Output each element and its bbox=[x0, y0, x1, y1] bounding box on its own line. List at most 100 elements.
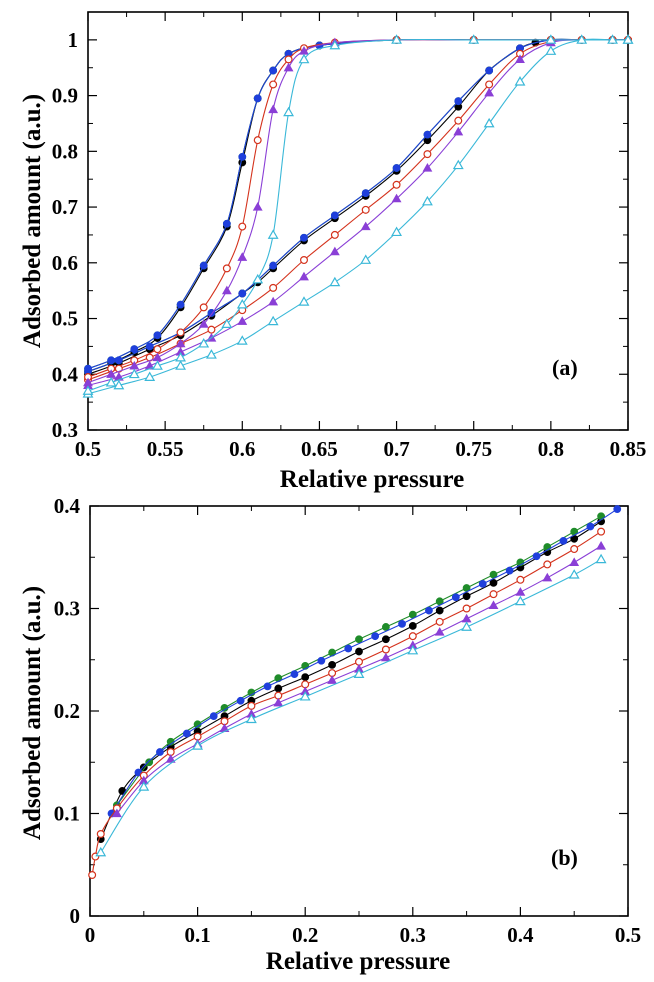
panel-b-series-6-point bbox=[568, 569, 580, 579]
panel-a-series-5-point bbox=[252, 202, 263, 211]
panel-b-series-4-data-line bbox=[91, 531, 602, 876]
panel-b-series-4-point bbox=[489, 590, 498, 599]
panel-a-series-5-point bbox=[152, 352, 163, 362]
panel-b-series-2-point bbox=[355, 635, 363, 644]
panel-b-series-2-point bbox=[145, 758, 154, 767]
panel-b-xtick-label: 0.3 bbox=[400, 923, 426, 947]
panel-b-series-4-point bbox=[543, 560, 552, 569]
panel-a-series-6-point bbox=[113, 379, 125, 390]
panel-b-series-5-point bbox=[111, 808, 122, 818]
panel-a-series-4-point bbox=[199, 303, 208, 312]
panel-a-series-6-point bbox=[545, 45, 557, 55]
panel-a-series-4-point bbox=[269, 80, 278, 89]
panel-b-series-4-point bbox=[88, 870, 97, 879]
panel-a-ytick-label: 0.9 bbox=[52, 84, 78, 108]
panel-a-series-6-point bbox=[175, 351, 187, 362]
panel-a-series-6-point bbox=[236, 298, 248, 309]
panel-b-series-3-point bbox=[182, 729, 191, 738]
panel-a-series-3-point bbox=[485, 66, 494, 75]
panel-a-series-3-point bbox=[222, 219, 231, 228]
panel-a-series-6-point bbox=[298, 53, 310, 64]
panel-b-series-3-point bbox=[317, 656, 326, 665]
panel-b-series-4-point bbox=[597, 527, 606, 536]
panel-a-chart: 0.5 0.55 0.6 0.65 0.7 0.75 0.8 0.85 0.3 0.4 0.5 0.6… bbox=[19, 11, 646, 493]
panel-a-series-5-point bbox=[391, 193, 402, 203]
panel-a-series-6-point bbox=[452, 159, 464, 170]
panel-a-series-6-point bbox=[128, 368, 140, 379]
panel-b-series-3-point bbox=[613, 505, 622, 513]
panel-a-series-3-point bbox=[114, 356, 123, 365]
panel-a-series-3-point bbox=[269, 261, 278, 270]
panel-a-ytick-label: 0.5 bbox=[52, 307, 78, 331]
panel-a-series-6-point bbox=[298, 296, 310, 306]
panel-b-ytick-label: 0.2 bbox=[54, 699, 80, 723]
panel-a-series-4-point bbox=[330, 230, 339, 239]
panel-a-series-3-point bbox=[84, 364, 92, 373]
panel-b-series-3-point bbox=[290, 670, 299, 678]
panel-a-series-6-point bbox=[151, 360, 163, 370]
panel-a-series-3-point bbox=[145, 342, 154, 351]
panel-a-series-6-point bbox=[221, 318, 233, 329]
panel-b-xtick-label: 0.5 bbox=[615, 923, 641, 947]
panel-a-ytick-label: 0.6 bbox=[52, 251, 78, 275]
panel-b-series-4-point bbox=[408, 632, 417, 641]
panel-a-series-3-point bbox=[454, 97, 463, 106]
panel-a-series-6-point bbox=[329, 39, 341, 50]
panel-a-series-6-point bbox=[175, 360, 187, 370]
panel-a-series-6-point bbox=[144, 371, 156, 381]
panel-b-series-1-point bbox=[301, 673, 310, 682]
panel-a-xtick-label: 0.55 bbox=[147, 437, 184, 461]
panel-a-series-3-point bbox=[238, 289, 247, 298]
panel-b-label: (b) bbox=[551, 845, 578, 870]
panel-a-ytick-label: 0.3 bbox=[52, 418, 78, 442]
panel-a-series-6-point bbox=[514, 76, 526, 86]
panel-a-label: (a) bbox=[552, 355, 578, 380]
panel-b-series-6-point bbox=[407, 644, 419, 655]
panel-a-series-6-point bbox=[360, 254, 372, 264]
panel-b-series-3-point bbox=[559, 536, 568, 545]
panel-a-series-6-point bbox=[252, 273, 264, 284]
panel-a-series-3-point bbox=[253, 94, 262, 103]
panel-a-series-6-point bbox=[198, 338, 210, 348]
panel-b-series-3-point bbox=[236, 696, 245, 705]
panel-b-series-6-point bbox=[95, 846, 107, 857]
panel-a-series-6-point bbox=[545, 34, 557, 44]
panel-a-series-3-point bbox=[300, 233, 308, 242]
panel-b-series-5-data-line bbox=[116, 545, 602, 814]
panel-a-series-5-point bbox=[221, 285, 232, 295]
panel-b-series-2-point bbox=[381, 623, 390, 631]
panel-a-plot-frame bbox=[87, 11, 629, 431]
panel-a-series-4-point bbox=[176, 328, 185, 337]
panel-a-series-3-point bbox=[361, 189, 370, 198]
panel-a-xtick-label: 0.7 bbox=[383, 437, 409, 461]
panel-a-series-4-point bbox=[222, 264, 231, 273]
panel-b-xtick-label: 0.4 bbox=[507, 923, 534, 947]
panel-b-ytick-label: 0.4 bbox=[54, 494, 81, 518]
panel-a-series-6-point bbox=[283, 106, 295, 117]
panel-a-series-3-point bbox=[238, 153, 247, 161]
panel-b-series-6-point bbox=[353, 668, 365, 679]
panel-b-ytick-label: 0 bbox=[70, 904, 81, 928]
panel-b-series-5-point bbox=[273, 697, 284, 707]
panel-a-series-6-point bbox=[267, 315, 279, 326]
panel-a-series-5-point bbox=[453, 126, 464, 136]
panel-a-series-6-point bbox=[576, 34, 588, 44]
panel-a-series-5-point bbox=[329, 246, 340, 256]
panel-a-series-4-point bbox=[454, 116, 463, 125]
panel-a-series-4-point bbox=[207, 325, 216, 334]
panel-a-series-4-desorption-line bbox=[88, 39, 628, 378]
panel-b-series-5-point bbox=[380, 652, 391, 662]
panel-a-series-5-point bbox=[237, 252, 248, 261]
panel-b-series-3-point bbox=[371, 632, 380, 641]
panel-b-series-6-point bbox=[514, 595, 526, 606]
panel-b-series-1-point bbox=[355, 647, 363, 656]
panel-a-series-4-point bbox=[392, 180, 401, 189]
panel-b-series-6-data-line bbox=[100, 558, 602, 853]
panel-b-series-6-point bbox=[138, 781, 150, 791]
panel-a-series-3-point bbox=[130, 345, 139, 354]
panel-b-ylabel: Adsorbed amount (a.u.) bbox=[19, 586, 46, 840]
panel-a-series-3-point bbox=[153, 331, 162, 340]
panel-b-series-4-point bbox=[462, 604, 471, 613]
panel-b-series-6-point bbox=[192, 740, 204, 750]
